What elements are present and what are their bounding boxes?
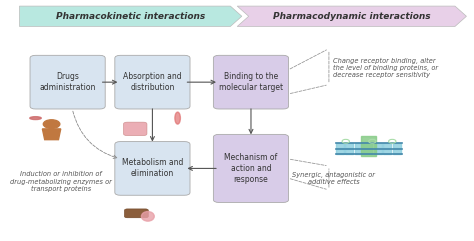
Text: Induction or inhibition of
drug-metabolizing enzymes or
transport proteins: Induction or inhibition of drug-metaboli… xyxy=(10,171,112,192)
FancyBboxPatch shape xyxy=(124,122,147,136)
Text: Synergic, antagonistic or
additive effects: Synergic, antagonistic or additive effec… xyxy=(292,171,375,185)
Bar xyxy=(345,143,353,148)
Polygon shape xyxy=(19,6,242,27)
Bar xyxy=(355,143,363,148)
Text: Binding to the
molecular target: Binding to the molecular target xyxy=(219,72,283,92)
Bar xyxy=(336,143,344,148)
Bar xyxy=(361,136,376,156)
Ellipse shape xyxy=(141,212,154,221)
FancyBboxPatch shape xyxy=(115,141,190,195)
Bar xyxy=(393,149,401,154)
Ellipse shape xyxy=(30,117,41,120)
Text: Mechanism of
action and
response: Mechanism of action and response xyxy=(224,153,278,184)
FancyBboxPatch shape xyxy=(125,209,148,218)
Text: Metabolism and
elimination: Metabolism and elimination xyxy=(122,158,183,179)
Polygon shape xyxy=(237,6,466,27)
Ellipse shape xyxy=(175,112,181,124)
Bar xyxy=(374,143,382,148)
Bar xyxy=(383,149,392,154)
Bar xyxy=(365,149,373,154)
FancyBboxPatch shape xyxy=(115,55,190,109)
FancyBboxPatch shape xyxy=(30,55,105,109)
FancyBboxPatch shape xyxy=(213,134,289,202)
Text: Change receptor binding, alter
the level of binding proteins, or
decrease recept: Change receptor binding, alter the level… xyxy=(334,58,438,78)
Bar xyxy=(374,149,382,154)
FancyBboxPatch shape xyxy=(213,55,289,109)
Text: Drugs
administration: Drugs administration xyxy=(39,72,96,92)
Bar xyxy=(383,143,392,148)
Text: Pharmacodynamic interactions: Pharmacodynamic interactions xyxy=(273,12,431,21)
Bar xyxy=(355,149,363,154)
Text: Pharmacokinetic interactions: Pharmacokinetic interactions xyxy=(56,12,205,21)
Polygon shape xyxy=(42,129,61,140)
Text: Absorption and
distribution: Absorption and distribution xyxy=(123,72,182,92)
Bar xyxy=(336,149,344,154)
Bar xyxy=(393,143,401,148)
Bar xyxy=(365,143,373,148)
Bar xyxy=(345,149,353,154)
Circle shape xyxy=(43,120,60,128)
